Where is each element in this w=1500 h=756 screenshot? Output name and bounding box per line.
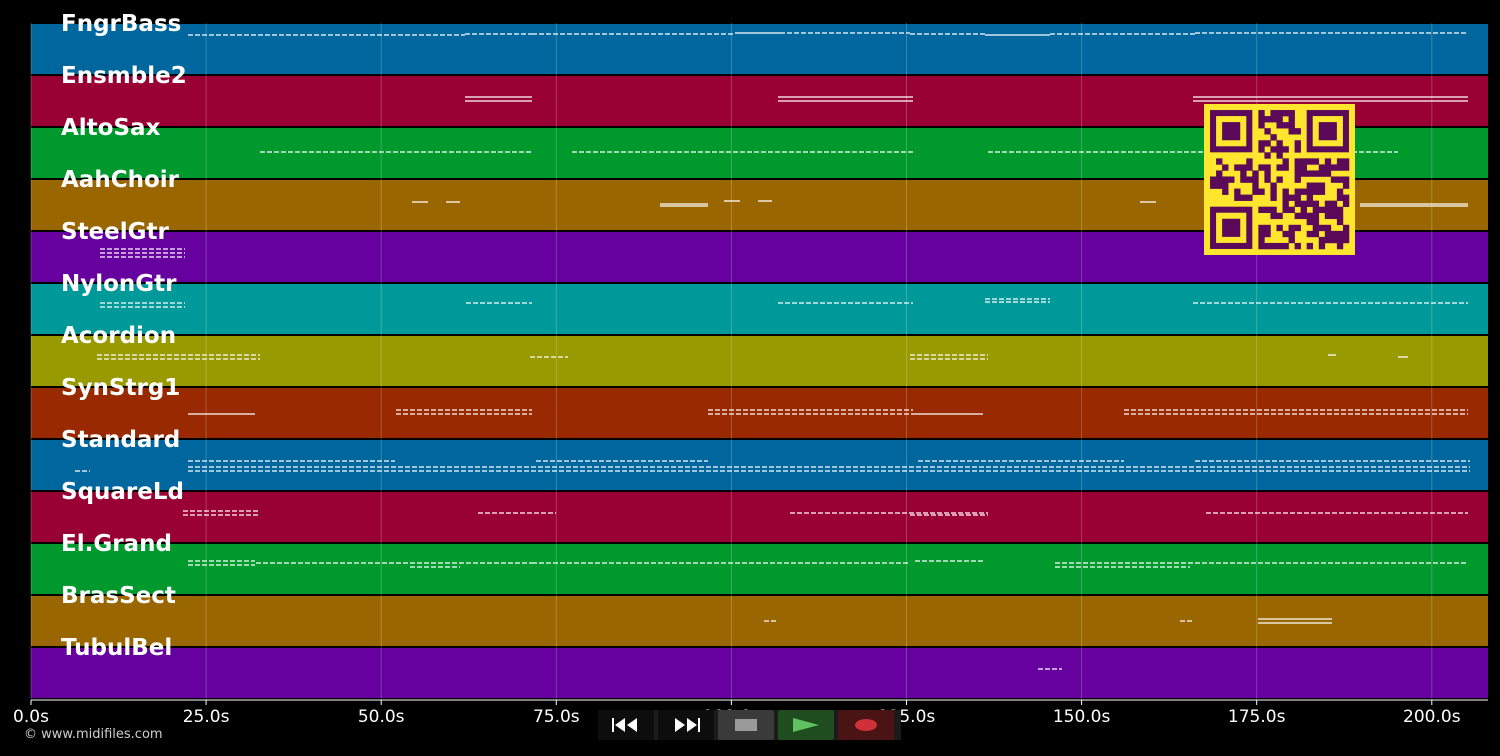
transport-controls	[598, 710, 901, 740]
track-label: Standard	[61, 427, 180, 453]
track-lane	[31, 440, 1488, 490]
fast-forward-icon	[675, 718, 700, 732]
track-lane	[31, 284, 1488, 334]
track-label: Acordion	[61, 323, 176, 349]
copyright-credit: © www.midifiles.com	[24, 727, 163, 742]
axis-tick-label: 50.0s	[358, 707, 405, 727]
track-label: Ensmble2	[61, 63, 187, 89]
track-lane	[31, 24, 1488, 74]
track-lane	[31, 492, 1488, 542]
track-label: SteelGtr	[61, 219, 170, 245]
track-label: FngrBass	[61, 11, 181, 37]
axis-tick-label: 175.0s	[1228, 707, 1286, 727]
fast-forward-button[interactable]	[658, 710, 714, 740]
stop-button[interactable]	[718, 710, 774, 740]
track-label: BrasSect	[61, 583, 176, 609]
axis-tick-label: 150.0s	[1053, 707, 1111, 727]
axis-tick-label: 0.0s	[13, 707, 49, 727]
stop-icon	[735, 719, 757, 731]
qr-code	[1204, 104, 1355, 255]
axis-tick-label: 200.0s	[1403, 707, 1461, 727]
track-lane	[31, 336, 1488, 386]
track-lane	[31, 648, 1488, 698]
play-button[interactable]	[778, 710, 834, 740]
rewind-icon	[612, 718, 637, 732]
track-label: SquareLd	[61, 479, 184, 505]
record-button[interactable]	[838, 710, 894, 740]
axis-tick-label: 25.0s	[183, 707, 230, 727]
track-label: AahChoir	[61, 167, 180, 193]
track-label: El.Grand	[61, 531, 172, 557]
track-label: SynStrg1	[61, 375, 180, 401]
track-lane	[31, 596, 1488, 646]
rewind-button[interactable]	[598, 710, 654, 740]
track-label: AltoSax	[61, 115, 161, 141]
record-icon	[855, 719, 877, 731]
play-icon	[793, 718, 819, 732]
axis-tick-label: 75.0s	[533, 707, 580, 727]
track-label: NylonGtr	[61, 271, 177, 297]
track-lane	[31, 544, 1488, 594]
track-label: TubulBel	[61, 635, 172, 661]
track-lane	[31, 388, 1488, 438]
